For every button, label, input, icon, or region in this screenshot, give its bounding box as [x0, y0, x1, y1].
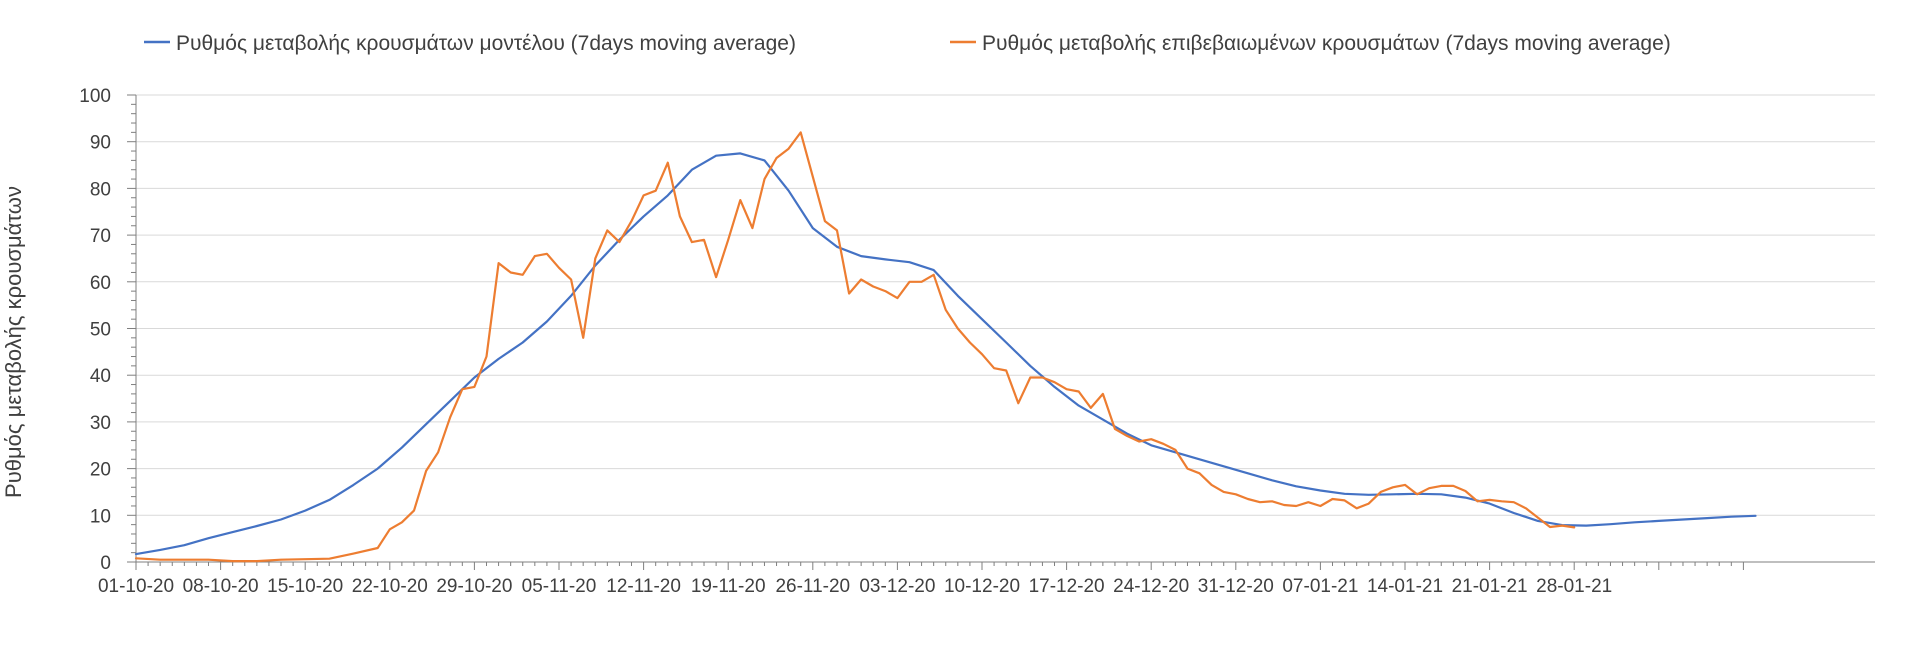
y-axis: 0 10 20 30 40 50 60 70 80 90 100	[79, 86, 137, 574]
x-tick-label-22-10-20: 22-10-20	[352, 576, 428, 597]
series-line-confirmed	[134, 131, 1576, 563]
y-tick-label-0: 0	[100, 553, 111, 574]
x-tick-label-10-12-20: 10-12-20	[944, 576, 1020, 597]
series-layer	[134, 131, 1757, 563]
legend-item-model: Ρυθμός μεταβολής κρουσμάτων μοντέλου (7d…	[144, 32, 796, 55]
x-tick-label-01-10-20: 01-10-20	[98, 576, 174, 597]
x-tick-label-28-01-21: 28-01-21	[1536, 576, 1612, 597]
gridlines	[136, 94, 1875, 516]
series-line-model	[134, 152, 1757, 556]
legend-label-model: Ρυθμός μεταβολής κρουσμάτων μοντέλου (7d…	[176, 32, 796, 55]
y-tick-label-50: 50	[90, 320, 111, 341]
x-tick-label-17-12-20: 17-12-20	[1029, 576, 1105, 597]
legend-label-confirmed: Ρυθμός μεταβολής επιβεβαιωμένων κρουσμάτ…	[982, 32, 1671, 55]
y-tick-label-60: 60	[90, 273, 111, 294]
x-tick-label-03-12-20: 03-12-20	[859, 576, 935, 597]
y-tick-label-70: 70	[90, 226, 111, 247]
x-tick-label-31-12-20: 31-12-20	[1198, 576, 1274, 597]
x-tick-label-05-11-20: 05-11-20	[522, 576, 597, 597]
x-tick-label-24-12-20: 24-12-20	[1113, 576, 1189, 597]
x-tick-label-19-11-20: 19-11-20	[691, 576, 766, 597]
y-tick-label-30: 30	[90, 413, 111, 434]
y-tick-label-90: 90	[90, 133, 111, 154]
x-axis: 01-10-20 08-10-20 15-10-20 22-10-20 29-10-20…	[98, 561, 1875, 597]
x-tick-label-08-10-20: 08-10-20	[183, 576, 259, 597]
legend-item-confirmed: Ρυθμός μεταβολής επιβεβαιωμένων κρουσμάτ…	[950, 32, 1671, 55]
x-tick-label-15-10-20: 15-10-20	[267, 576, 343, 597]
y-tick-label-20: 20	[90, 460, 111, 481]
x-tick-label-21-01-21: 21-01-21	[1452, 576, 1528, 597]
y-tick-label-100: 100	[79, 86, 111, 107]
x-tick-label-07-01-21: 07-01-21	[1282, 576, 1358, 597]
y-tick-label-80: 80	[90, 179, 111, 200]
y-axis-title: Ρυθμός μεταβολής κρουσμάτων	[1, 186, 26, 498]
x-tick-label-14-01-21: 14-01-21	[1367, 576, 1443, 597]
x-tick-label-12-11-20: 12-11-20	[606, 576, 681, 597]
y-tick-label-40: 40	[90, 366, 111, 387]
y-tick-label-10: 10	[90, 506, 111, 527]
legend: Ρυθμός μεταβολής κρουσμάτων μοντέλου (7d…	[144, 32, 1671, 55]
x-tick-label-29-10-20: 29-10-20	[436, 576, 512, 597]
x-tick-label-26-11-20: 26-11-20	[775, 576, 850, 597]
